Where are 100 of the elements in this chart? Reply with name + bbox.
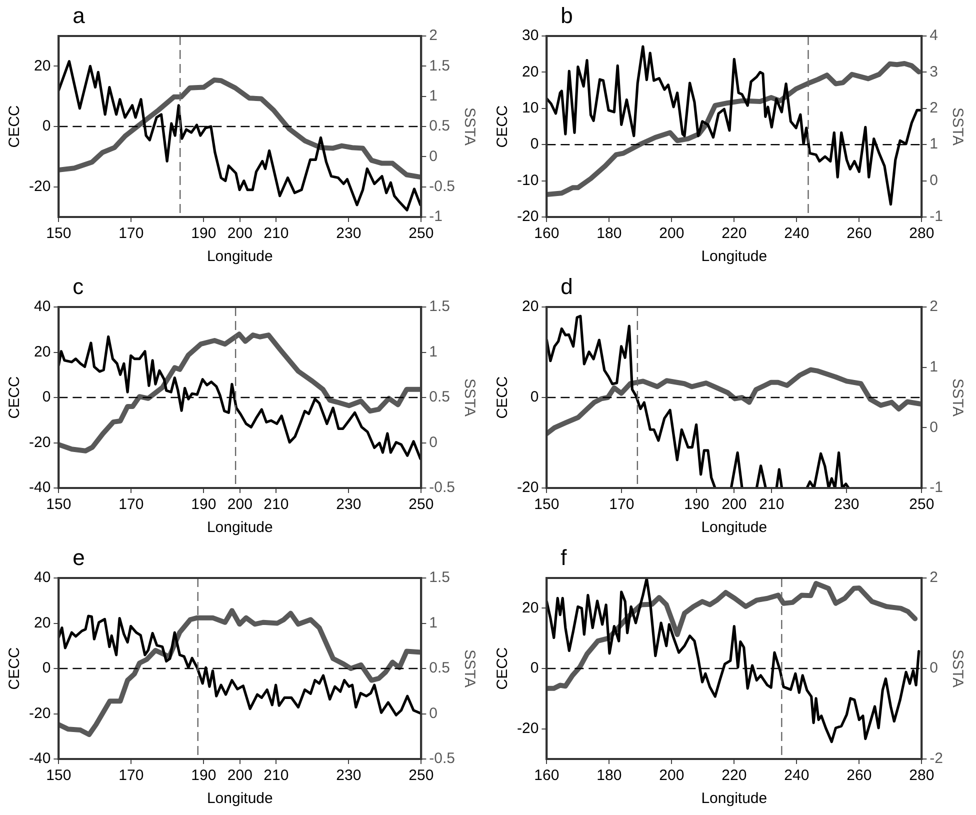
x-tick-label: 170	[118, 496, 144, 514]
chart-title: e	[72, 545, 85, 570]
y2-axis-title: SSTA	[460, 107, 478, 146]
x-tick-label: 210	[264, 496, 289, 514]
x-tick-label: 260	[846, 767, 872, 784]
x-axis-title: Longitude	[701, 248, 768, 266]
y2-tick-label: -1	[429, 208, 442, 226]
x-tick-label: 230	[336, 496, 362, 514]
y2-tick-label: -0.5	[429, 178, 456, 195]
x-tick-label: 230	[834, 496, 860, 514]
y-axis-title: CECC	[494, 105, 512, 148]
x-tick-label: 280	[909, 767, 934, 784]
y2-tick-label: 2	[930, 569, 938, 586]
y2-tick-label: 0	[429, 704, 438, 722]
y2-tick-label: 0.5	[429, 388, 450, 406]
x-tick-label: 260	[846, 225, 872, 242]
y-tick-label: 10	[522, 100, 539, 117]
x-tick-label: 210	[759, 496, 784, 514]
y2-tick-label: -0.5	[429, 479, 456, 496]
y2-axis-title: SSTA	[948, 649, 966, 688]
y-tick-label: 0	[42, 660, 51, 677]
x-tick-label: 190	[191, 767, 216, 784]
chart-title: d	[560, 274, 573, 300]
x-tick-label: 280	[909, 225, 934, 242]
y2-tick-label: 1	[930, 358, 938, 376]
y-tick-label: -20	[28, 178, 51, 195]
x-tick-label: 250	[408, 225, 434, 242]
x-tick-label: 240	[784, 225, 810, 242]
x-tick-label: 170	[118, 767, 144, 784]
y-tick-label: -40	[28, 750, 51, 768]
y-tick-label: -20	[516, 479, 539, 496]
y-tick-label: -20	[28, 434, 51, 451]
x-tick-label: 150	[534, 496, 560, 514]
y2-tick-label: 2	[429, 27, 438, 44]
x-tick-label: 250	[408, 767, 434, 784]
x-tick-label: 150	[46, 225, 72, 242]
y2-tick-label: 1.5	[429, 569, 450, 586]
y2-tick-label: -1	[930, 479, 944, 496]
y2-tick-label: 2	[930, 100, 938, 117]
y-tick-label: 20	[34, 614, 51, 632]
x-axis-title: Longitude	[206, 248, 273, 266]
y-tick-label: 20	[34, 343, 51, 360]
x-tick-label: 200	[659, 767, 684, 784]
y-tick-label: 0	[530, 136, 539, 153]
x-tick-label: 180	[596, 767, 622, 784]
y-tick-label: 20	[522, 298, 539, 316]
x-tick-label: 210	[264, 767, 289, 784]
chart-title: f	[560, 545, 568, 570]
x-tick-label: 200	[722, 496, 747, 514]
y-tick-label: -20	[516, 208, 539, 226]
y2-axis-title: SSTA	[460, 649, 478, 688]
x-tick-label: 170	[609, 496, 634, 514]
y-axis-title: CECC	[494, 647, 512, 690]
x-tick-label: 200	[659, 225, 684, 242]
y-tick-label: 0	[530, 388, 539, 406]
y-tick-label: -20	[516, 720, 539, 737]
y-axis-title: CECC	[6, 647, 24, 690]
y-tick-label: 30	[522, 27, 539, 44]
y2-tick-label: 1	[429, 87, 438, 104]
x-axis-title: Longitude	[206, 519, 273, 536]
x-tick-label: 180	[596, 225, 622, 242]
y2-tick-label: 1	[429, 343, 438, 360]
y2-tick-label: 1.5	[429, 298, 450, 316]
y2-tick-label: 2	[930, 298, 938, 316]
y2-tick-label: -1	[930, 208, 944, 226]
y-axis-title: CECC	[494, 376, 512, 419]
y-tick-label: 20	[522, 599, 539, 616]
y-tick-label: -20	[28, 704, 51, 722]
x-tick-label: 230	[336, 225, 362, 242]
y2-tick-label: 0	[930, 172, 938, 189]
y-tick-label: 0	[530, 660, 539, 677]
chart-title: c	[72, 274, 84, 300]
x-tick-label: 200	[227, 225, 252, 242]
y-tick-label: -10	[516, 172, 539, 189]
x-tick-label: 160	[534, 767, 560, 784]
y-tick-label: 20	[34, 57, 51, 74]
y2-tick-label: 0.5	[429, 660, 450, 677]
x-tick-label: 220	[722, 225, 747, 242]
x-tick-label: 150	[46, 496, 72, 514]
x-axis-title: Longitude	[206, 790, 273, 808]
y2-axis-title: SSTA	[948, 107, 966, 146]
y-tick-label: 20	[522, 63, 539, 80]
y2-tick-label: 0	[429, 148, 438, 165]
y-tick-label: 40	[34, 569, 51, 586]
y-axis-title: CECC	[6, 376, 24, 419]
y2-tick-label: -0.5	[429, 750, 456, 768]
y2-axis-title: SSTA	[948, 378, 966, 417]
y2-axis-title: SSTA	[460, 378, 478, 417]
x-tick-label: 190	[191, 225, 216, 242]
y-axis-title: CECC	[6, 105, 24, 148]
x-tick-label: 170	[118, 225, 144, 242]
x-tick-label: 240	[784, 767, 810, 784]
y-tick-label: 40	[34, 298, 51, 316]
y-tick-label: -40	[28, 479, 51, 496]
y2-tick-label: 0	[930, 418, 938, 436]
x-axis-title: Longitude	[701, 519, 768, 536]
x-tick-label: 150	[46, 767, 72, 784]
x-tick-label: 200	[227, 496, 252, 514]
x-tick-label: 160	[534, 225, 560, 242]
x-tick-label: 190	[684, 496, 710, 514]
